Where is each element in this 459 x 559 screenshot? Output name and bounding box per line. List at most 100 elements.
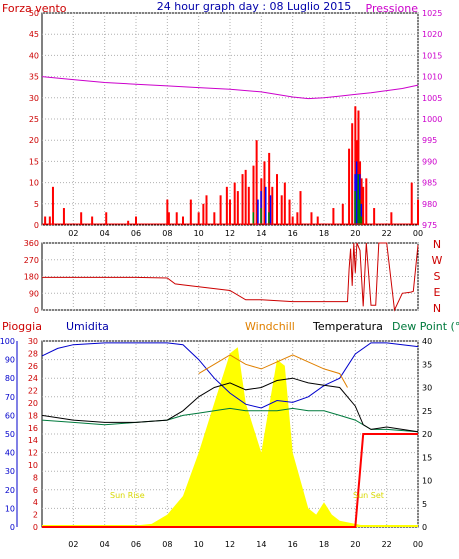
wind-speed-bar (299, 191, 302, 225)
wind-speed-bar (280, 195, 283, 225)
wind-speed-bar (268, 152, 271, 225)
hour-tick-label: 20 (350, 229, 360, 238)
hour-tick-label: 00 (413, 229, 423, 238)
wind-speed-bar (167, 212, 170, 225)
wind-speed-bar (351, 123, 354, 225)
wind-tick-label: 30 (29, 94, 39, 103)
compass-label: S (434, 270, 441, 283)
wind-speed-bar (205, 195, 208, 225)
wind-avg-bar (359, 199, 361, 225)
hour-tick-label: 10 (194, 540, 204, 549)
wind-speed-bar (365, 178, 368, 225)
wind-tick-label: 45 (29, 30, 39, 39)
humidity-tick-label: 50 (5, 430, 15, 439)
wind-speed-bar (373, 208, 376, 225)
wind-avg-bar (360, 216, 363, 225)
temperature-legend: Temperatura (312, 320, 383, 333)
wind-speed-bar (48, 216, 51, 225)
hour-tick-label: 22 (382, 540, 392, 549)
hour-tick-label: 06 (131, 229, 141, 238)
wind-speed-bar (233, 182, 236, 225)
hour-tick-label: 12 (225, 229, 235, 238)
wind-gust-bar (257, 199, 259, 225)
temperature-tick-label: 0 (422, 523, 427, 532)
wind-speed-bar (127, 220, 130, 225)
wind-avg-bar (260, 208, 262, 225)
temperature-tick-label: 5 (422, 500, 427, 509)
wind-gust-bar (269, 195, 272, 225)
wind-speed-bar (219, 195, 222, 225)
pressure-tick-label: 1015 (422, 51, 442, 60)
wind-tick-label: 40 (29, 51, 39, 60)
humidity-tick-label: 90 (5, 356, 15, 365)
direction-panel-grid (42, 242, 419, 311)
wind-speed-bar (51, 186, 54, 225)
hour-tick-label: 02 (68, 540, 78, 549)
wind-speed-bar (271, 186, 274, 225)
humidity-tick-label: 100 (0, 337, 15, 346)
hour-tick-label: 08 (162, 229, 172, 238)
pressure-tick-label: 975 (422, 221, 437, 230)
wind-speed-bar (241, 174, 244, 225)
humidity-tick-label: 10 (5, 504, 15, 513)
rain-tick-label: 18 (28, 411, 38, 420)
hour-tick-label: 14 (256, 229, 266, 238)
hour-tick-label: 16 (288, 229, 298, 238)
wind-speed-bar (348, 148, 351, 225)
temperature-tick-label: 25 (422, 407, 432, 416)
humidity-tick-label: 80 (5, 374, 15, 383)
wind-speed-bar (288, 199, 291, 225)
humidity-tick-label: 40 (5, 449, 15, 458)
rain-tick-label: 10 (28, 461, 38, 470)
wind-gust-bar (355, 161, 358, 225)
wind-speed-bar (213, 212, 216, 225)
rain-tick-label: 16 (28, 424, 38, 433)
solar-radiation-area (42, 347, 418, 527)
wind-speed-bar (62, 208, 65, 225)
direction-tick-label: 360 (24, 239, 39, 248)
temperature-line (41, 377, 419, 433)
humidity-tick-label: 0 (10, 523, 15, 532)
graph-title: 24 hour graph day : 08 Luglio 2015 (157, 0, 352, 13)
rain-tick-label: 20 (28, 399, 38, 408)
rain-tick-label: 14 (28, 436, 38, 445)
wind-speed-bar (357, 110, 360, 225)
hour-tick-label: 14 (256, 540, 266, 549)
wind-speed-bar (80, 212, 83, 225)
rain-tick-label: 22 (28, 387, 38, 396)
sunrise-label: Sun Rise (110, 491, 145, 500)
wind-speed-bar (244, 169, 247, 225)
wind-speed-bar (316, 216, 319, 225)
pressure-tick-label: 980 (422, 200, 437, 209)
wind-tick-label: 50 (29, 9, 39, 18)
compass-label: N (433, 302, 441, 315)
wind-speed-bar (360, 178, 363, 225)
temperature-tick-label: 10 (422, 477, 432, 486)
pressure-tick-label: 990 (422, 157, 437, 166)
wind-tick-label: 25 (29, 115, 39, 124)
humidity-tick-label: 70 (5, 393, 15, 402)
hour-tick-label: 00 (413, 540, 423, 549)
rain-tick-label: 12 (28, 449, 38, 458)
wind-gust-bar (265, 186, 267, 225)
temperature-panel-data (41, 342, 419, 528)
wind-tick-label: 5 (34, 200, 39, 209)
sunset-label: Sun Set (353, 491, 384, 500)
direction-tick-label: 0 (34, 306, 39, 315)
wind-speed-bar (390, 212, 393, 225)
wind-avg-bar (354, 191, 356, 225)
wind-panel-data (41, 76, 419, 225)
humidity-axis-title: Umidita (66, 320, 109, 333)
rain-tick-label: 0 (33, 523, 38, 532)
rain-tick-label: 28 (28, 349, 38, 358)
pressure-tick-label: 1020 (422, 30, 442, 39)
pressure-tick-label: 995 (422, 136, 437, 145)
wind-speed-bar (202, 203, 205, 225)
temperature-tick-label: 40 (422, 337, 432, 346)
temperature-tick-label: 15 (422, 453, 432, 462)
pressure-tick-label: 985 (422, 179, 437, 188)
wind-speed-bar (354, 106, 357, 225)
windchill-line (198, 354, 348, 388)
humidity-tick-label: 60 (5, 411, 15, 420)
